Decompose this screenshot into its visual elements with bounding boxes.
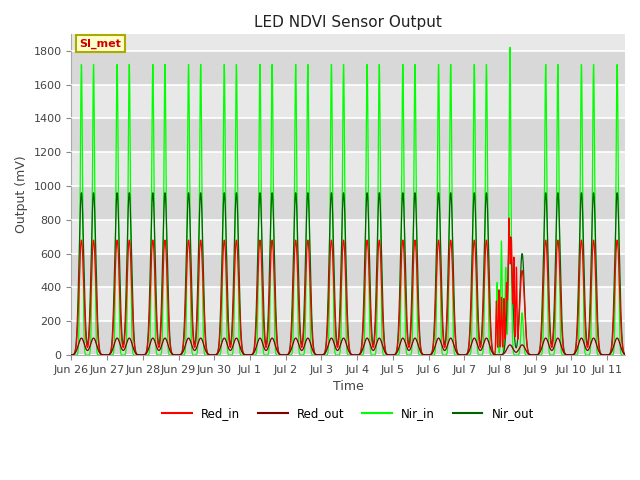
Bar bbox=[72, 51, 625, 84]
Bar bbox=[72, 84, 625, 119]
Bar bbox=[72, 220, 625, 253]
Bar bbox=[72, 152, 625, 186]
Legend: Red_in, Red_out, Nir_in, Nir_out: Red_in, Red_out, Nir_in, Nir_out bbox=[157, 403, 539, 425]
Bar bbox=[72, 321, 625, 355]
Bar bbox=[72, 253, 625, 288]
Title: LED NDVI Sensor Output: LED NDVI Sensor Output bbox=[254, 15, 442, 30]
Bar bbox=[72, 288, 625, 321]
Y-axis label: Output (mV): Output (mV) bbox=[15, 156, 28, 233]
Bar bbox=[72, 186, 625, 220]
X-axis label: Time: Time bbox=[333, 380, 364, 393]
Bar bbox=[72, 119, 625, 152]
Text: SI_met: SI_met bbox=[80, 39, 122, 49]
